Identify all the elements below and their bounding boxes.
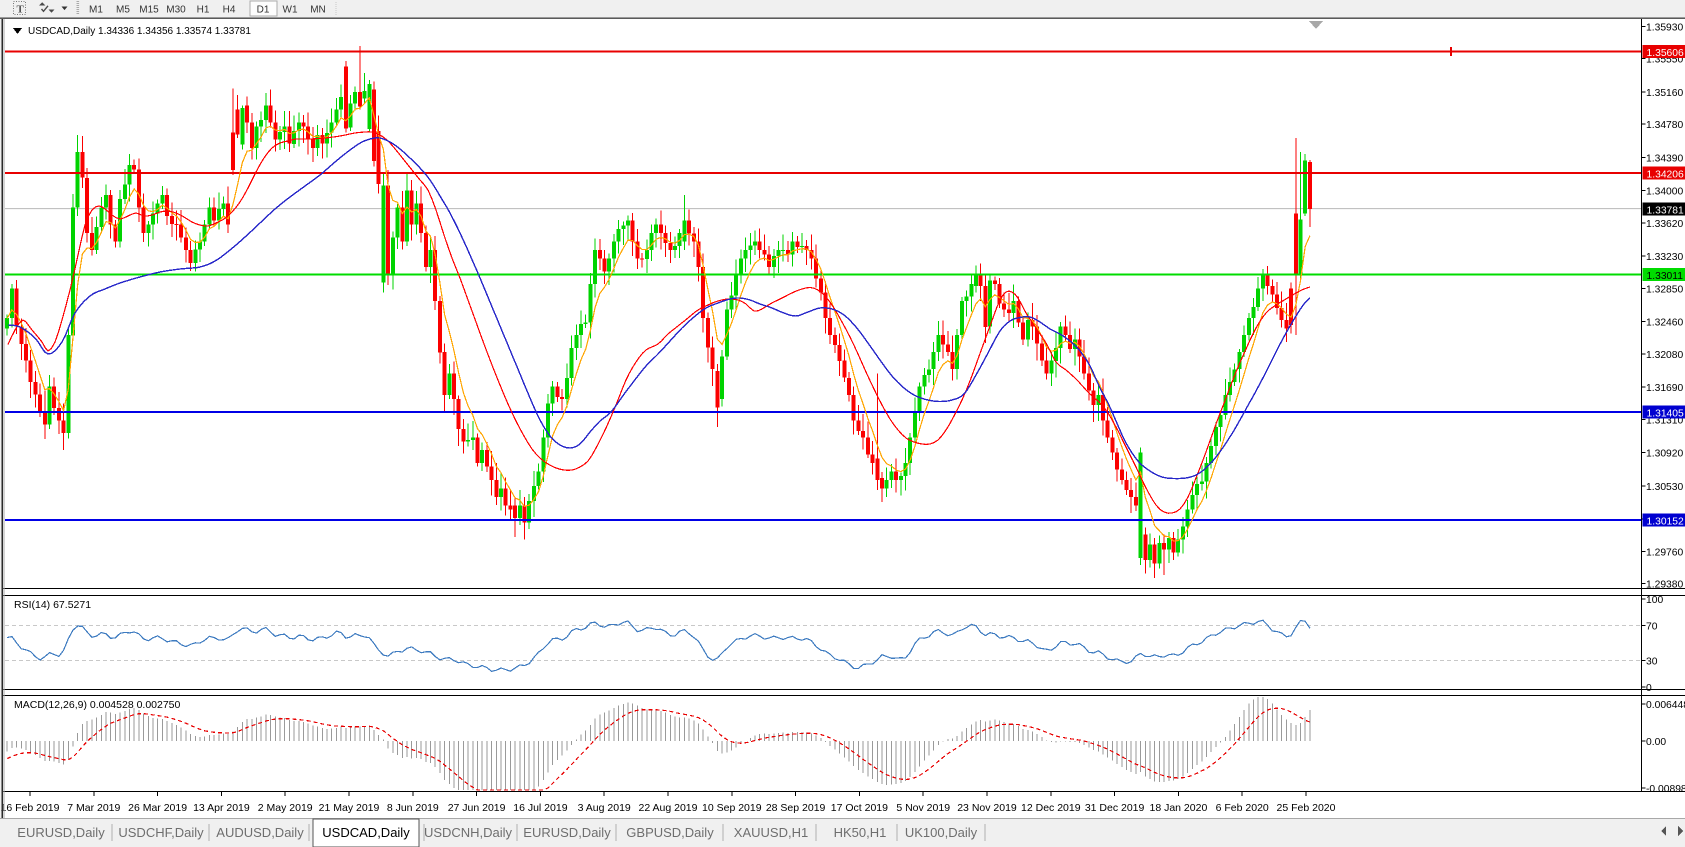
svg-text:1.35606: 1.35606 bbox=[1647, 48, 1684, 59]
svg-text:XAUUSD,H1: XAUUSD,H1 bbox=[734, 825, 808, 840]
svg-text:1.34780: 1.34780 bbox=[1646, 120, 1683, 131]
svg-text:13 Apr 2019: 13 Apr 2019 bbox=[193, 802, 250, 814]
svg-text:17 Oct 2019: 17 Oct 2019 bbox=[831, 802, 888, 814]
svg-text:UK100,Daily: UK100,Daily bbox=[905, 825, 978, 840]
svg-text:W1: W1 bbox=[283, 5, 298, 16]
svg-text:HK50,H1: HK50,H1 bbox=[834, 825, 887, 840]
svg-text:1.33781: 1.33781 bbox=[1647, 206, 1684, 217]
svg-text:1.30530: 1.30530 bbox=[1646, 482, 1683, 493]
svg-text:8 Jun 2019: 8 Jun 2019 bbox=[387, 802, 439, 814]
svg-text:MN: MN bbox=[310, 5, 326, 16]
svg-text:1.35930: 1.35930 bbox=[1646, 22, 1683, 33]
svg-text:1.35160: 1.35160 bbox=[1646, 88, 1683, 99]
svg-text:AUDUSD,Daily: AUDUSD,Daily bbox=[216, 825, 304, 840]
svg-text:M30: M30 bbox=[166, 5, 186, 16]
svg-text:H1: H1 bbox=[197, 5, 210, 16]
svg-text:12 Dec 2019: 12 Dec 2019 bbox=[1021, 802, 1081, 814]
svg-text:30: 30 bbox=[1646, 657, 1658, 668]
svg-text:1.31690: 1.31690 bbox=[1646, 383, 1683, 394]
svg-text:EURUSD,Daily: EURUSD,Daily bbox=[523, 825, 611, 840]
svg-text:100: 100 bbox=[1646, 595, 1663, 606]
svg-text:1.30920: 1.30920 bbox=[1646, 449, 1683, 460]
svg-text:USDCHF,Daily: USDCHF,Daily bbox=[118, 825, 204, 840]
svg-text:EURUSD,Daily: EURUSD,Daily bbox=[17, 825, 105, 840]
svg-text:1.34206: 1.34206 bbox=[1647, 170, 1684, 181]
svg-text:1.33230: 1.33230 bbox=[1646, 252, 1683, 263]
svg-text:M1: M1 bbox=[89, 5, 103, 16]
svg-text:0.006448: 0.006448 bbox=[1646, 700, 1685, 711]
svg-text:1.32080: 1.32080 bbox=[1646, 350, 1683, 361]
svg-text:1.34390: 1.34390 bbox=[1646, 153, 1683, 164]
svg-text:70: 70 bbox=[1646, 621, 1658, 632]
svg-text:27 Jun 2019: 27 Jun 2019 bbox=[448, 802, 506, 814]
svg-text:16 Jul 2019: 16 Jul 2019 bbox=[513, 802, 567, 814]
svg-text:28 Sep 2019: 28 Sep 2019 bbox=[766, 802, 826, 814]
svg-text:1.32850: 1.32850 bbox=[1646, 284, 1683, 295]
svg-text:GBPUSD,Daily: GBPUSD,Daily bbox=[626, 825, 714, 840]
svg-text:H4: H4 bbox=[223, 5, 236, 16]
svg-text:-0.008982: -0.008982 bbox=[1646, 784, 1685, 795]
svg-text:1.29760: 1.29760 bbox=[1646, 547, 1683, 558]
svg-text:1.30152: 1.30152 bbox=[1647, 517, 1684, 528]
svg-text:1.33620: 1.33620 bbox=[1646, 219, 1683, 230]
svg-text:M5: M5 bbox=[116, 5, 130, 16]
svg-text:USDCAD,Daily 1.34336 1.34356: USDCAD,Daily 1.34336 1.34356 1.33574 1.3… bbox=[28, 26, 251, 37]
svg-text:21 May 2019: 21 May 2019 bbox=[319, 802, 380, 814]
svg-text:23 Nov 2019: 23 Nov 2019 bbox=[957, 802, 1017, 814]
svg-text:7 Mar 2019: 7 Mar 2019 bbox=[67, 802, 120, 814]
svg-text:16 Feb 2019: 16 Feb 2019 bbox=[1, 802, 60, 814]
svg-text:0.00: 0.00 bbox=[1646, 737, 1666, 748]
svg-text:M15: M15 bbox=[139, 5, 159, 16]
svg-text:31 Dec 2019: 31 Dec 2019 bbox=[1085, 802, 1145, 814]
svg-text:25 Feb 2020: 25 Feb 2020 bbox=[1277, 802, 1336, 814]
svg-text:10 Sep 2019: 10 Sep 2019 bbox=[702, 802, 762, 814]
svg-text:USDCNH,Daily: USDCNH,Daily bbox=[424, 825, 513, 840]
svg-text:1.33011: 1.33011 bbox=[1647, 271, 1684, 282]
svg-text:3 Aug 2019: 3 Aug 2019 bbox=[578, 802, 631, 814]
svg-text:D1: D1 bbox=[257, 5, 270, 16]
svg-text:1.31310: 1.31310 bbox=[1646, 416, 1683, 427]
svg-text:0: 0 bbox=[1646, 683, 1652, 694]
svg-text:USDCAD,Daily: USDCAD,Daily bbox=[322, 825, 410, 840]
svg-text:1.31405: 1.31405 bbox=[1647, 409, 1684, 420]
svg-text:1.29380: 1.29380 bbox=[1646, 580, 1683, 591]
svg-text:RSI(14) 67.5271: RSI(14) 67.5271 bbox=[14, 599, 91, 611]
svg-text:MACD(12,26,9) 0.004528 0.00275: MACD(12,26,9) 0.004528 0.002750 bbox=[14, 699, 181, 711]
svg-text:T: T bbox=[17, 4, 25, 16]
svg-text:2 May 2019: 2 May 2019 bbox=[258, 802, 313, 814]
svg-text:1.35550: 1.35550 bbox=[1646, 55, 1683, 66]
svg-text:1.34000: 1.34000 bbox=[1646, 187, 1683, 198]
svg-text:22 Aug 2019: 22 Aug 2019 bbox=[639, 802, 698, 814]
svg-text:6 Feb 2020: 6 Feb 2020 bbox=[1216, 802, 1269, 814]
svg-text:1.32460: 1.32460 bbox=[1646, 318, 1683, 329]
svg-text:26 Mar 2019: 26 Mar 2019 bbox=[128, 802, 187, 814]
svg-text:18 Jan 2020: 18 Jan 2020 bbox=[1149, 802, 1207, 814]
svg-text:5 Nov 2019: 5 Nov 2019 bbox=[896, 802, 950, 814]
